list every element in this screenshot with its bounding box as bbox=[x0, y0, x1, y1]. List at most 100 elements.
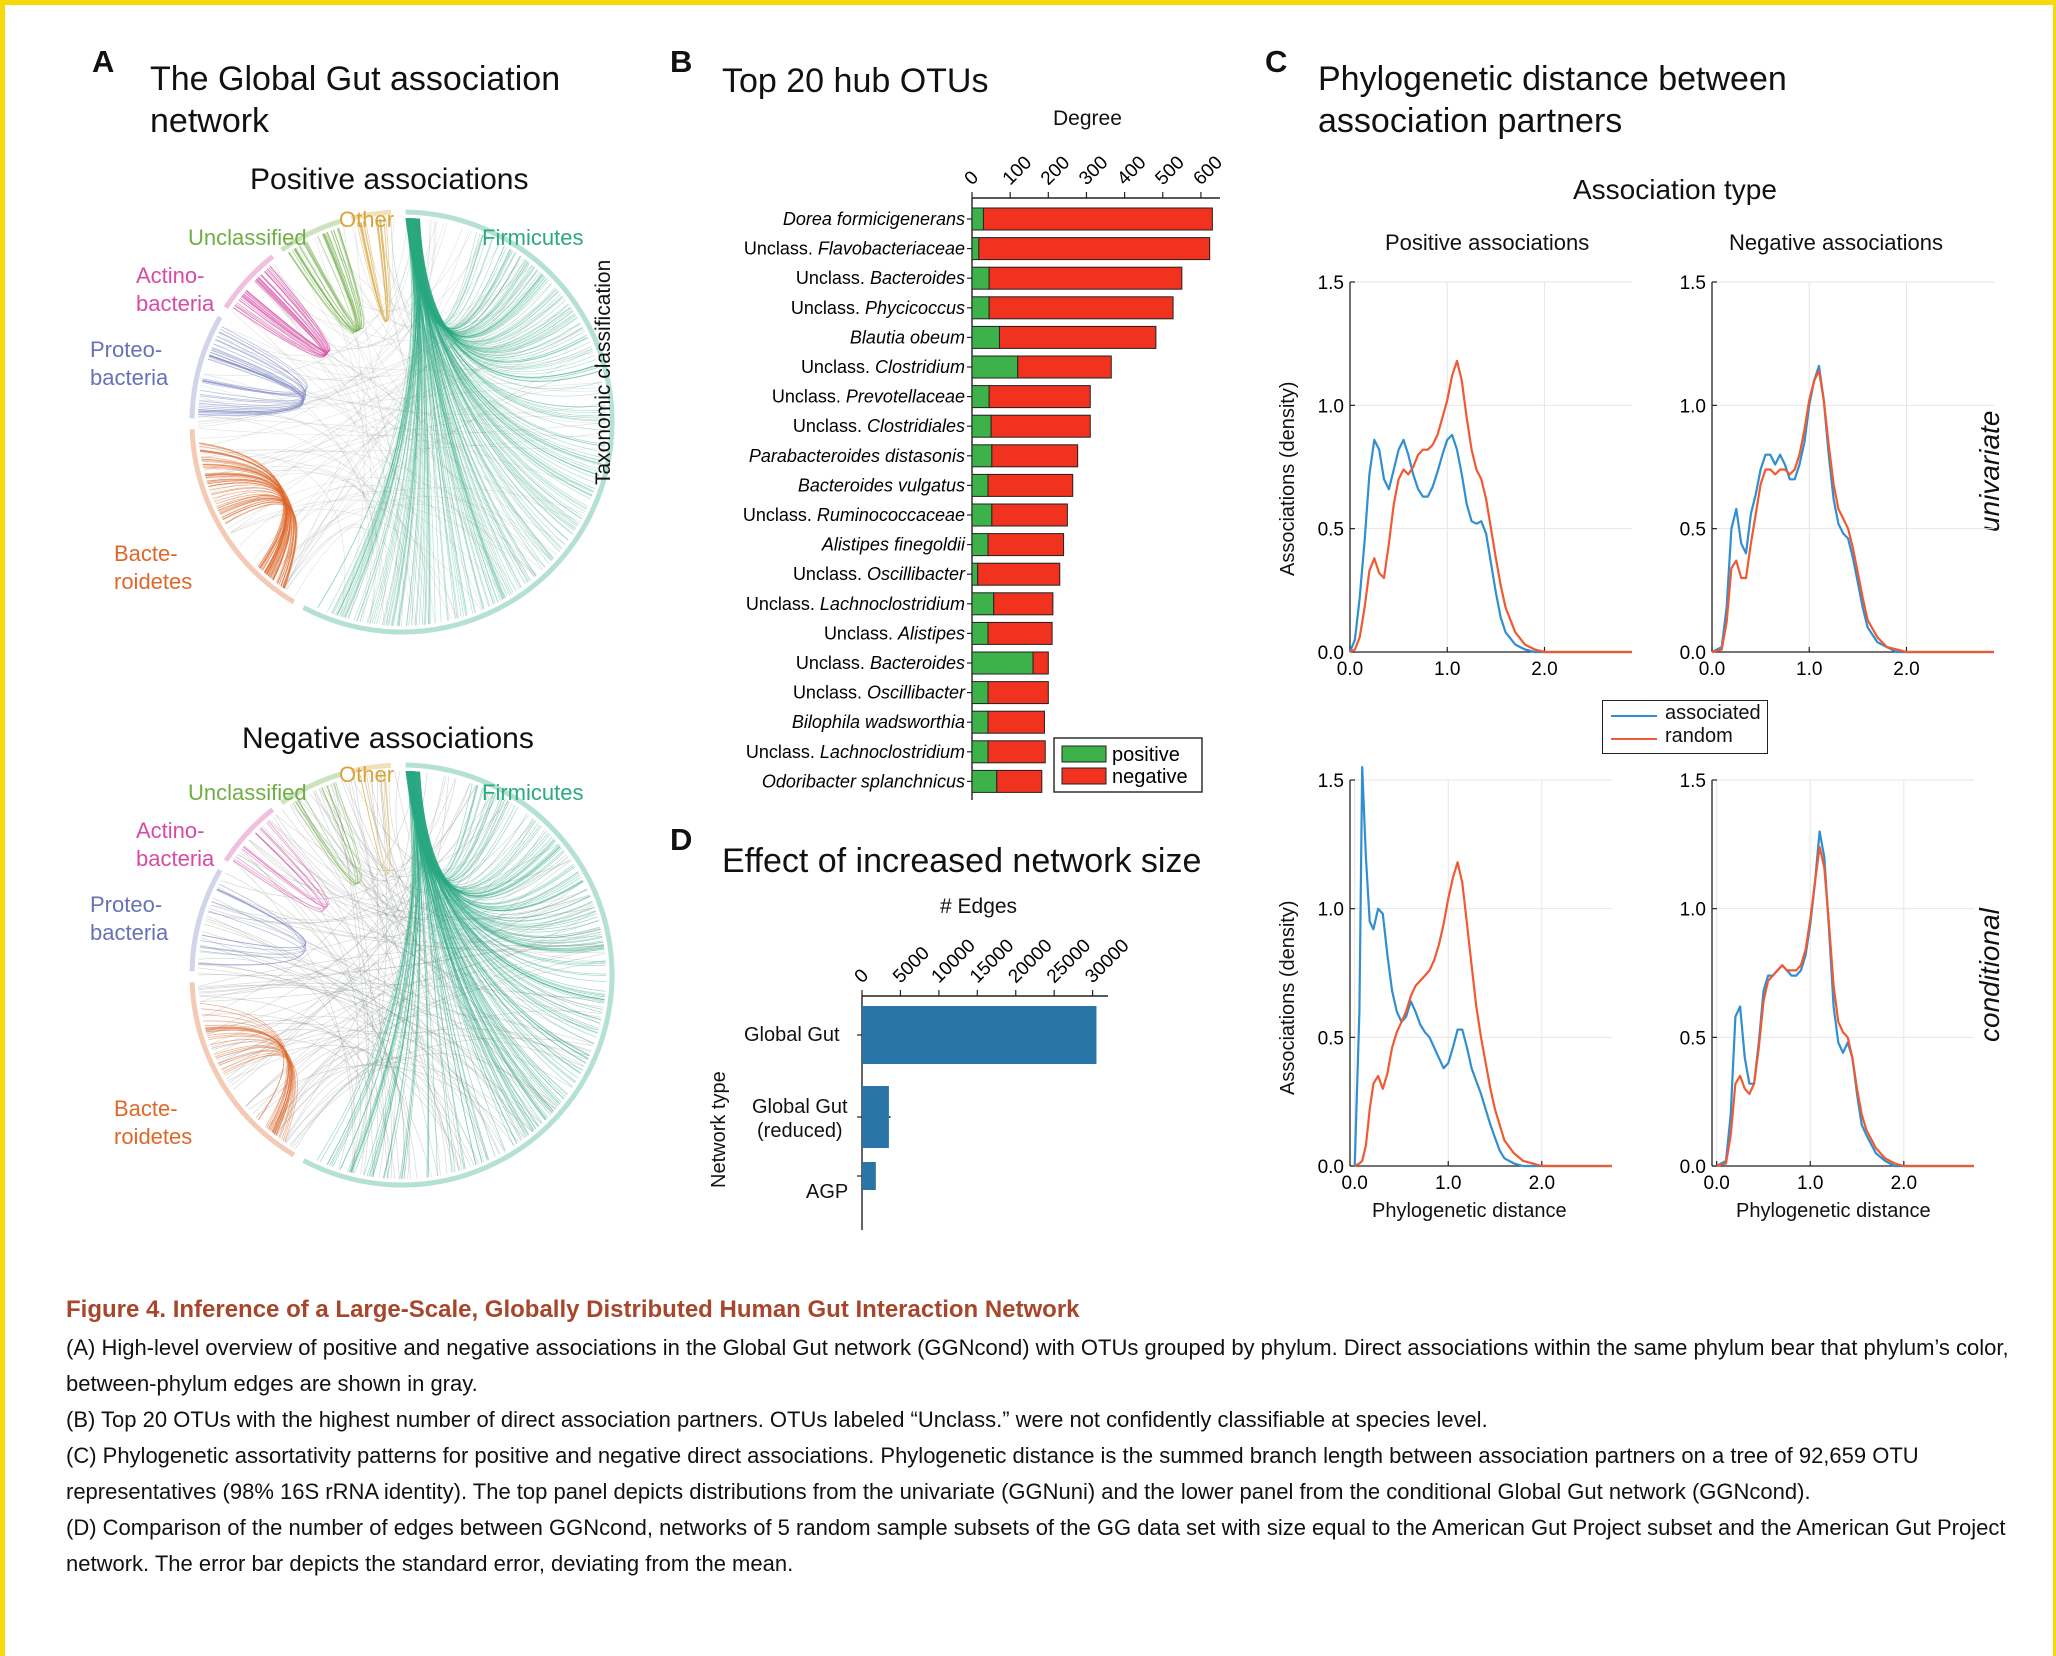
panel-d-xtick-label: 30000 bbox=[1081, 935, 1133, 987]
firmicutes-edge bbox=[415, 218, 561, 344]
firmicutes-edge bbox=[353, 218, 415, 621]
between-phylum-edge bbox=[203, 218, 408, 376]
between-phylum-edge bbox=[391, 218, 593, 372]
firmicutes-edge bbox=[418, 218, 598, 378]
between-phylum-edge bbox=[255, 832, 604, 947]
firmicutes-edge bbox=[414, 218, 557, 342]
firmicutes-edge bbox=[407, 771, 528, 1137]
plot-conditional-negative: 0.0 0.5 1.0 1.5 0.0 1.0 2.0 bbox=[1680, 771, 1974, 1194]
firmicutes-edge bbox=[409, 771, 430, 1178]
firmicutes-edge bbox=[418, 218, 429, 625]
firmicutes-edge bbox=[419, 771, 561, 897]
between-phylum-edge bbox=[254, 227, 464, 349]
firmicutes-edge bbox=[347, 218, 415, 619]
between-phylum-edge bbox=[294, 801, 557, 1109]
other-arc bbox=[350, 762, 392, 774]
proteobacteria-edge bbox=[198, 331, 306, 416]
firmicutes-edge bbox=[417, 218, 476, 613]
bar-negative bbox=[990, 414, 1091, 438]
density-line-random bbox=[1716, 845, 1974, 1168]
between-phylum-edge bbox=[211, 901, 533, 1133]
firmicutes-edge bbox=[405, 770, 579, 1079]
firmicutes-edge bbox=[412, 218, 494, 605]
between-phylum-edge bbox=[213, 897, 588, 1060]
firmicutes-edge bbox=[414, 218, 602, 464]
y-tick-label: 1.5 bbox=[1680, 771, 1706, 792]
panel-a-title-line2: network bbox=[150, 102, 270, 140]
between-phylum-edge bbox=[284, 218, 419, 590]
firmicutes-edge bbox=[410, 218, 430, 625]
firmicutes-edge bbox=[412, 771, 603, 944]
bar-label-reduced-line1: Global Gut bbox=[752, 1096, 848, 1118]
firmicutes-edge bbox=[415, 218, 490, 607]
firmicutes-edge bbox=[414, 771, 477, 1166]
between-phylum-edge bbox=[320, 787, 374, 1176]
between-phylum-edge bbox=[198, 256, 523, 439]
firmicutes-edge bbox=[417, 771, 496, 880]
label-actino-line2: bacteria bbox=[136, 846, 215, 871]
category-taxon: Odoribacter splanchnicus bbox=[762, 771, 965, 791]
firmicutes-edge bbox=[409, 218, 458, 619]
firmicutes-edge bbox=[411, 771, 483, 1163]
proteobacteria-edge bbox=[201, 889, 307, 949]
between-phylum-edge bbox=[323, 786, 567, 902]
label-bacte-line2: roidetes bbox=[114, 1124, 193, 1149]
between-phylum-edge bbox=[210, 904, 605, 953]
firmicutes-edge bbox=[406, 218, 592, 368]
firmicutes-edge bbox=[416, 771, 553, 1114]
firmicutes-edge bbox=[413, 771, 488, 1161]
category-label: Alistipes finegoldii bbox=[821, 535, 966, 555]
between-phylum-edge bbox=[210, 791, 492, 921]
firmicutes-edge bbox=[415, 218, 552, 562]
firmicutes-edge bbox=[412, 218, 505, 599]
firmicutes-edge bbox=[406, 218, 466, 616]
between-phylum-edge bbox=[334, 782, 374, 1177]
firmicutes-edge bbox=[416, 771, 530, 1135]
panel-b-letter: B bbox=[670, 44, 693, 79]
between-phylum-edge bbox=[207, 911, 525, 1139]
firmicutes-edge bbox=[350, 771, 414, 1173]
firmicutes-edge bbox=[415, 218, 602, 465]
actinobacteria-edge bbox=[232, 271, 327, 358]
firmicutes-edge bbox=[414, 218, 522, 589]
bacteroidetes-edge bbox=[210, 1039, 293, 1136]
firmicutes-edge bbox=[405, 771, 546, 1121]
firmicutes-edge bbox=[415, 218, 583, 358]
between-phylum-edge bbox=[316, 236, 599, 384]
between-phylum-edge bbox=[206, 1023, 505, 1152]
between-phylum-edge bbox=[273, 816, 602, 1018]
firmicutes-edge bbox=[416, 771, 605, 998]
category-label: Unclass. Clostridiales bbox=[793, 416, 965, 436]
between-phylum-edge bbox=[318, 788, 605, 998]
firmicutes-edge bbox=[416, 218, 600, 473]
firmicutes-edge bbox=[405, 218, 562, 550]
between-phylum-edge bbox=[216, 798, 506, 1061]
between-phylum-edge bbox=[230, 509, 482, 611]
between-phylum-edge bbox=[232, 236, 488, 351]
density-line-associated bbox=[1711, 364, 1994, 654]
firmicutes-edge bbox=[414, 771, 577, 1082]
firmicutes-edge bbox=[419, 218, 442, 623]
firmicutes-edge bbox=[413, 771, 591, 919]
between-phylum-edge bbox=[198, 416, 459, 619]
firmicutes-edge bbox=[417, 218, 553, 340]
firmicutes-edge bbox=[411, 218, 521, 331]
firmicutes-edge bbox=[414, 218, 521, 331]
between-phylum-edge bbox=[375, 219, 604, 392]
firmicutes-edge bbox=[412, 218, 468, 616]
category-prefix: Unclass. bbox=[772, 387, 846, 407]
firmicutes-edge bbox=[407, 771, 604, 949]
category-taxon: Alistipes finegoldii bbox=[821, 535, 966, 555]
firmicutes-edge bbox=[411, 218, 424, 626]
firmicutes-edge bbox=[414, 218, 512, 329]
firmicutes-edge bbox=[412, 771, 506, 1151]
firmicutes-edge bbox=[351, 771, 420, 1173]
between-phylum-edge bbox=[198, 931, 602, 988]
between-phylum-edge bbox=[276, 363, 598, 584]
firmicutes-edge bbox=[408, 218, 473, 614]
firmicutes-edge bbox=[326, 771, 417, 1165]
firmicutes-edge bbox=[419, 771, 534, 887]
firmicutes-edge bbox=[419, 771, 581, 1075]
between-phylum-edge bbox=[231, 283, 552, 378]
firmicutes-edge bbox=[416, 771, 595, 1044]
